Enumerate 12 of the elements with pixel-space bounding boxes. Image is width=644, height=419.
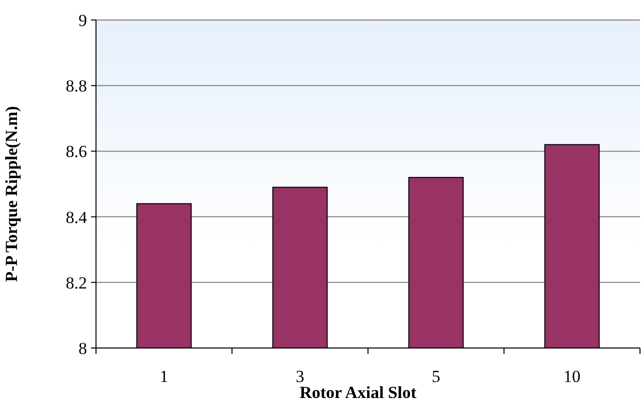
y-tick-label: 8.6 xyxy=(66,142,87,162)
y-tick-label: 9 xyxy=(78,10,87,30)
x-tick-label: 3 xyxy=(296,367,304,386)
y-tick-label: 8.2 xyxy=(66,273,87,292)
x-tick-label: 1 xyxy=(160,367,168,386)
y-tick-label: 8 xyxy=(78,338,87,358)
y-tick-label: 8.8 xyxy=(66,76,87,96)
y-axis-title: P-P Torque Ripple(N.m) xyxy=(2,106,21,282)
x-tick-label: 5 xyxy=(432,367,440,386)
x-axis-title: Rotor Axial Slot xyxy=(300,383,417,402)
y-tick-label: 8.4 xyxy=(66,208,88,227)
x-tick-label: 10 xyxy=(564,367,580,386)
